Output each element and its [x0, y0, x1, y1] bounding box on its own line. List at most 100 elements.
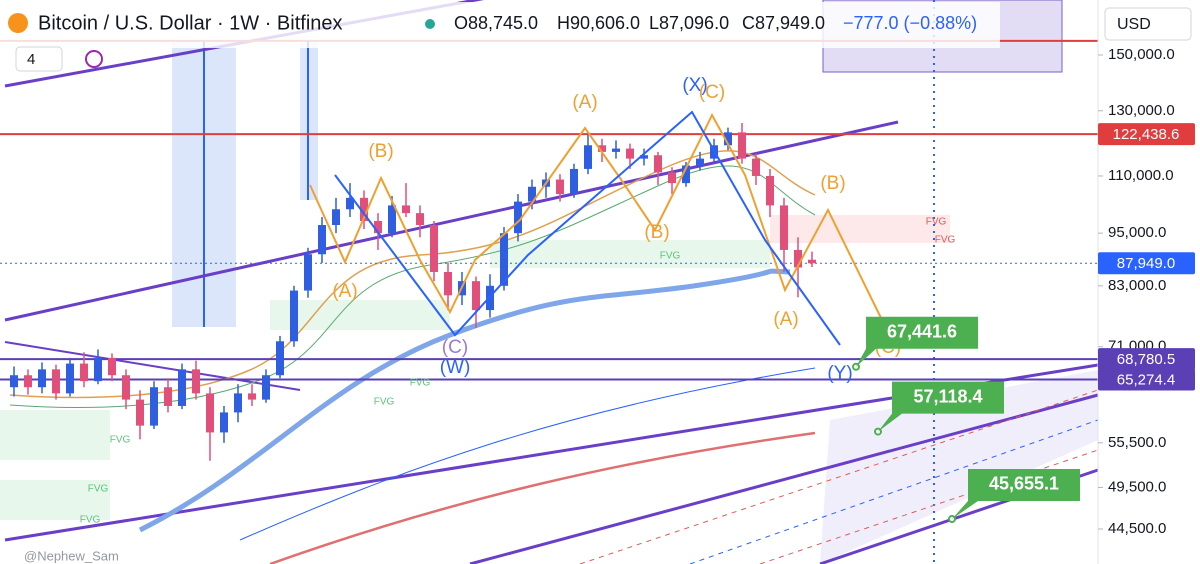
- candle-body: [794, 249, 802, 268]
- fvg-label: FVG: [374, 397, 395, 408]
- moving-average: [239, 367, 816, 541]
- candle-body: [472, 281, 480, 311]
- candle-body: [640, 155, 648, 159]
- candle-body: [150, 387, 158, 426]
- wave-label: (C): [442, 337, 468, 358]
- candle-body: [248, 393, 256, 400]
- fvg-label: FVG: [80, 515, 101, 526]
- y-tick-label: 44,500.0: [1108, 520, 1166, 537]
- candle-body: [626, 148, 634, 159]
- candle-body: [584, 145, 592, 169]
- wave-label: (Y): [827, 363, 852, 384]
- dashed-line: [689, 419, 1099, 564]
- candle-body: [570, 168, 578, 195]
- fvg-zone: [770, 215, 950, 243]
- indicator-count: 4: [27, 51, 35, 68]
- moving-average: [9, 150, 816, 399]
- fvg-label: FVG: [660, 251, 681, 262]
- ohlc-change: −777.0 (−0.88%): [843, 13, 977, 33]
- price-tag: [1098, 348, 1195, 371]
- fvg-label: FVG: [935, 235, 956, 246]
- candle-body: [388, 205, 396, 234]
- ohlc-close: C87,949.0: [742, 13, 825, 33]
- candle-body: [402, 205, 410, 214]
- candle-body: [598, 145, 606, 152]
- candle-body: [696, 158, 704, 166]
- y-tick-label: 130,000.0: [1108, 102, 1175, 119]
- price-tag: [1098, 252, 1195, 275]
- candle-body: [66, 363, 74, 394]
- candle-body: [808, 259, 816, 264]
- fvg-label: FVG: [926, 217, 947, 228]
- price-tag-label: 122,438.6: [1113, 126, 1180, 143]
- candle-body: [332, 209, 340, 226]
- candle-body: [766, 175, 774, 206]
- wave-label: (A): [572, 92, 597, 113]
- candle-body: [682, 165, 690, 184]
- axis-labels: 150,000.0 130,000.0 110,000.0 95,000.0 83,00…: [1098, 46, 1195, 537]
- channel-line: [469, 393, 1099, 564]
- candle-body: [346, 197, 354, 210]
- fvg-label: FVG: [110, 435, 131, 446]
- candle-body: [234, 393, 242, 413]
- target-label: 67,441.6: [887, 322, 957, 342]
- y-tick-label: 95,000.0: [1108, 224, 1166, 241]
- wave-label: (W): [440, 357, 471, 378]
- candle-body: [164, 387, 172, 406]
- price-tag-label: 68,780.5: [1117, 351, 1175, 368]
- candle-body: [136, 399, 144, 426]
- wave-label: (A): [332, 281, 357, 302]
- channel-line: [4, 120, 899, 322]
- candle-body: [780, 205, 788, 250]
- candle-body: [304, 254, 312, 291]
- candle-body: [24, 375, 32, 388]
- target-label: 57,118.4: [913, 386, 982, 406]
- candle-body: [360, 197, 368, 222]
- header-bg: [0, 2, 1000, 48]
- candle-body: [262, 375, 270, 400]
- watermark: @Nephew_Sam: [24, 548, 119, 563]
- wave-label: (C): [699, 82, 725, 103]
- wave-label: (A): [773, 309, 798, 330]
- candle-body: [528, 186, 536, 202]
- y-tick-label: 55,500.0: [1108, 434, 1166, 451]
- price-tag: [1098, 123, 1195, 146]
- y-tick-label: 83,000.0: [1108, 277, 1166, 294]
- candle-body: [556, 179, 564, 195]
- status-dot: [425, 19, 435, 29]
- fvg-zone: [0, 410, 110, 460]
- y-tick-label: 49,500.0: [1108, 478, 1166, 495]
- price-tag: [1098, 368, 1195, 391]
- fvg-zone: [490, 240, 770, 268]
- candle-body: [612, 148, 620, 152]
- target-box: [856, 316, 978, 367]
- target-box: [952, 468, 1080, 519]
- coin-icon: [8, 13, 28, 33]
- wave-paths: [309, 110, 883, 346]
- candle-body: [38, 369, 46, 388]
- candle-body: [500, 233, 508, 286]
- candle-body: [290, 290, 298, 342]
- target-label: 45,655.1: [989, 474, 1059, 494]
- wave-path: [334, 110, 841, 346]
- candle-body: [276, 341, 284, 376]
- candle-body: [80, 363, 88, 382]
- candle-body: [206, 393, 214, 433]
- ohlc-high: H90,606.0: [557, 13, 640, 33]
- fvg-zone: [0, 480, 110, 520]
- sync-icon[interactable]: [85, 50, 103, 68]
- candle-body: [514, 201, 522, 234]
- candle-body: [724, 132, 732, 146]
- moving-average: [269, 431, 816, 564]
- indicator-toggle[interactable]: [15, 46, 63, 72]
- background-shapes: [0, 0, 1099, 564]
- annotations: (B)(A)(C)(W)(A)(B)(X)(C)(B)(A)(C)(Y)FVGF…: [80, 75, 1080, 526]
- candle-body: [10, 375, 18, 388]
- price-tag-label: 87,949.0: [1117, 255, 1175, 272]
- currency-select[interactable]: [1104, 7, 1192, 41]
- candle-body: [752, 158, 760, 176]
- candle-body: [192, 369, 200, 394]
- candle-body: [52, 369, 60, 394]
